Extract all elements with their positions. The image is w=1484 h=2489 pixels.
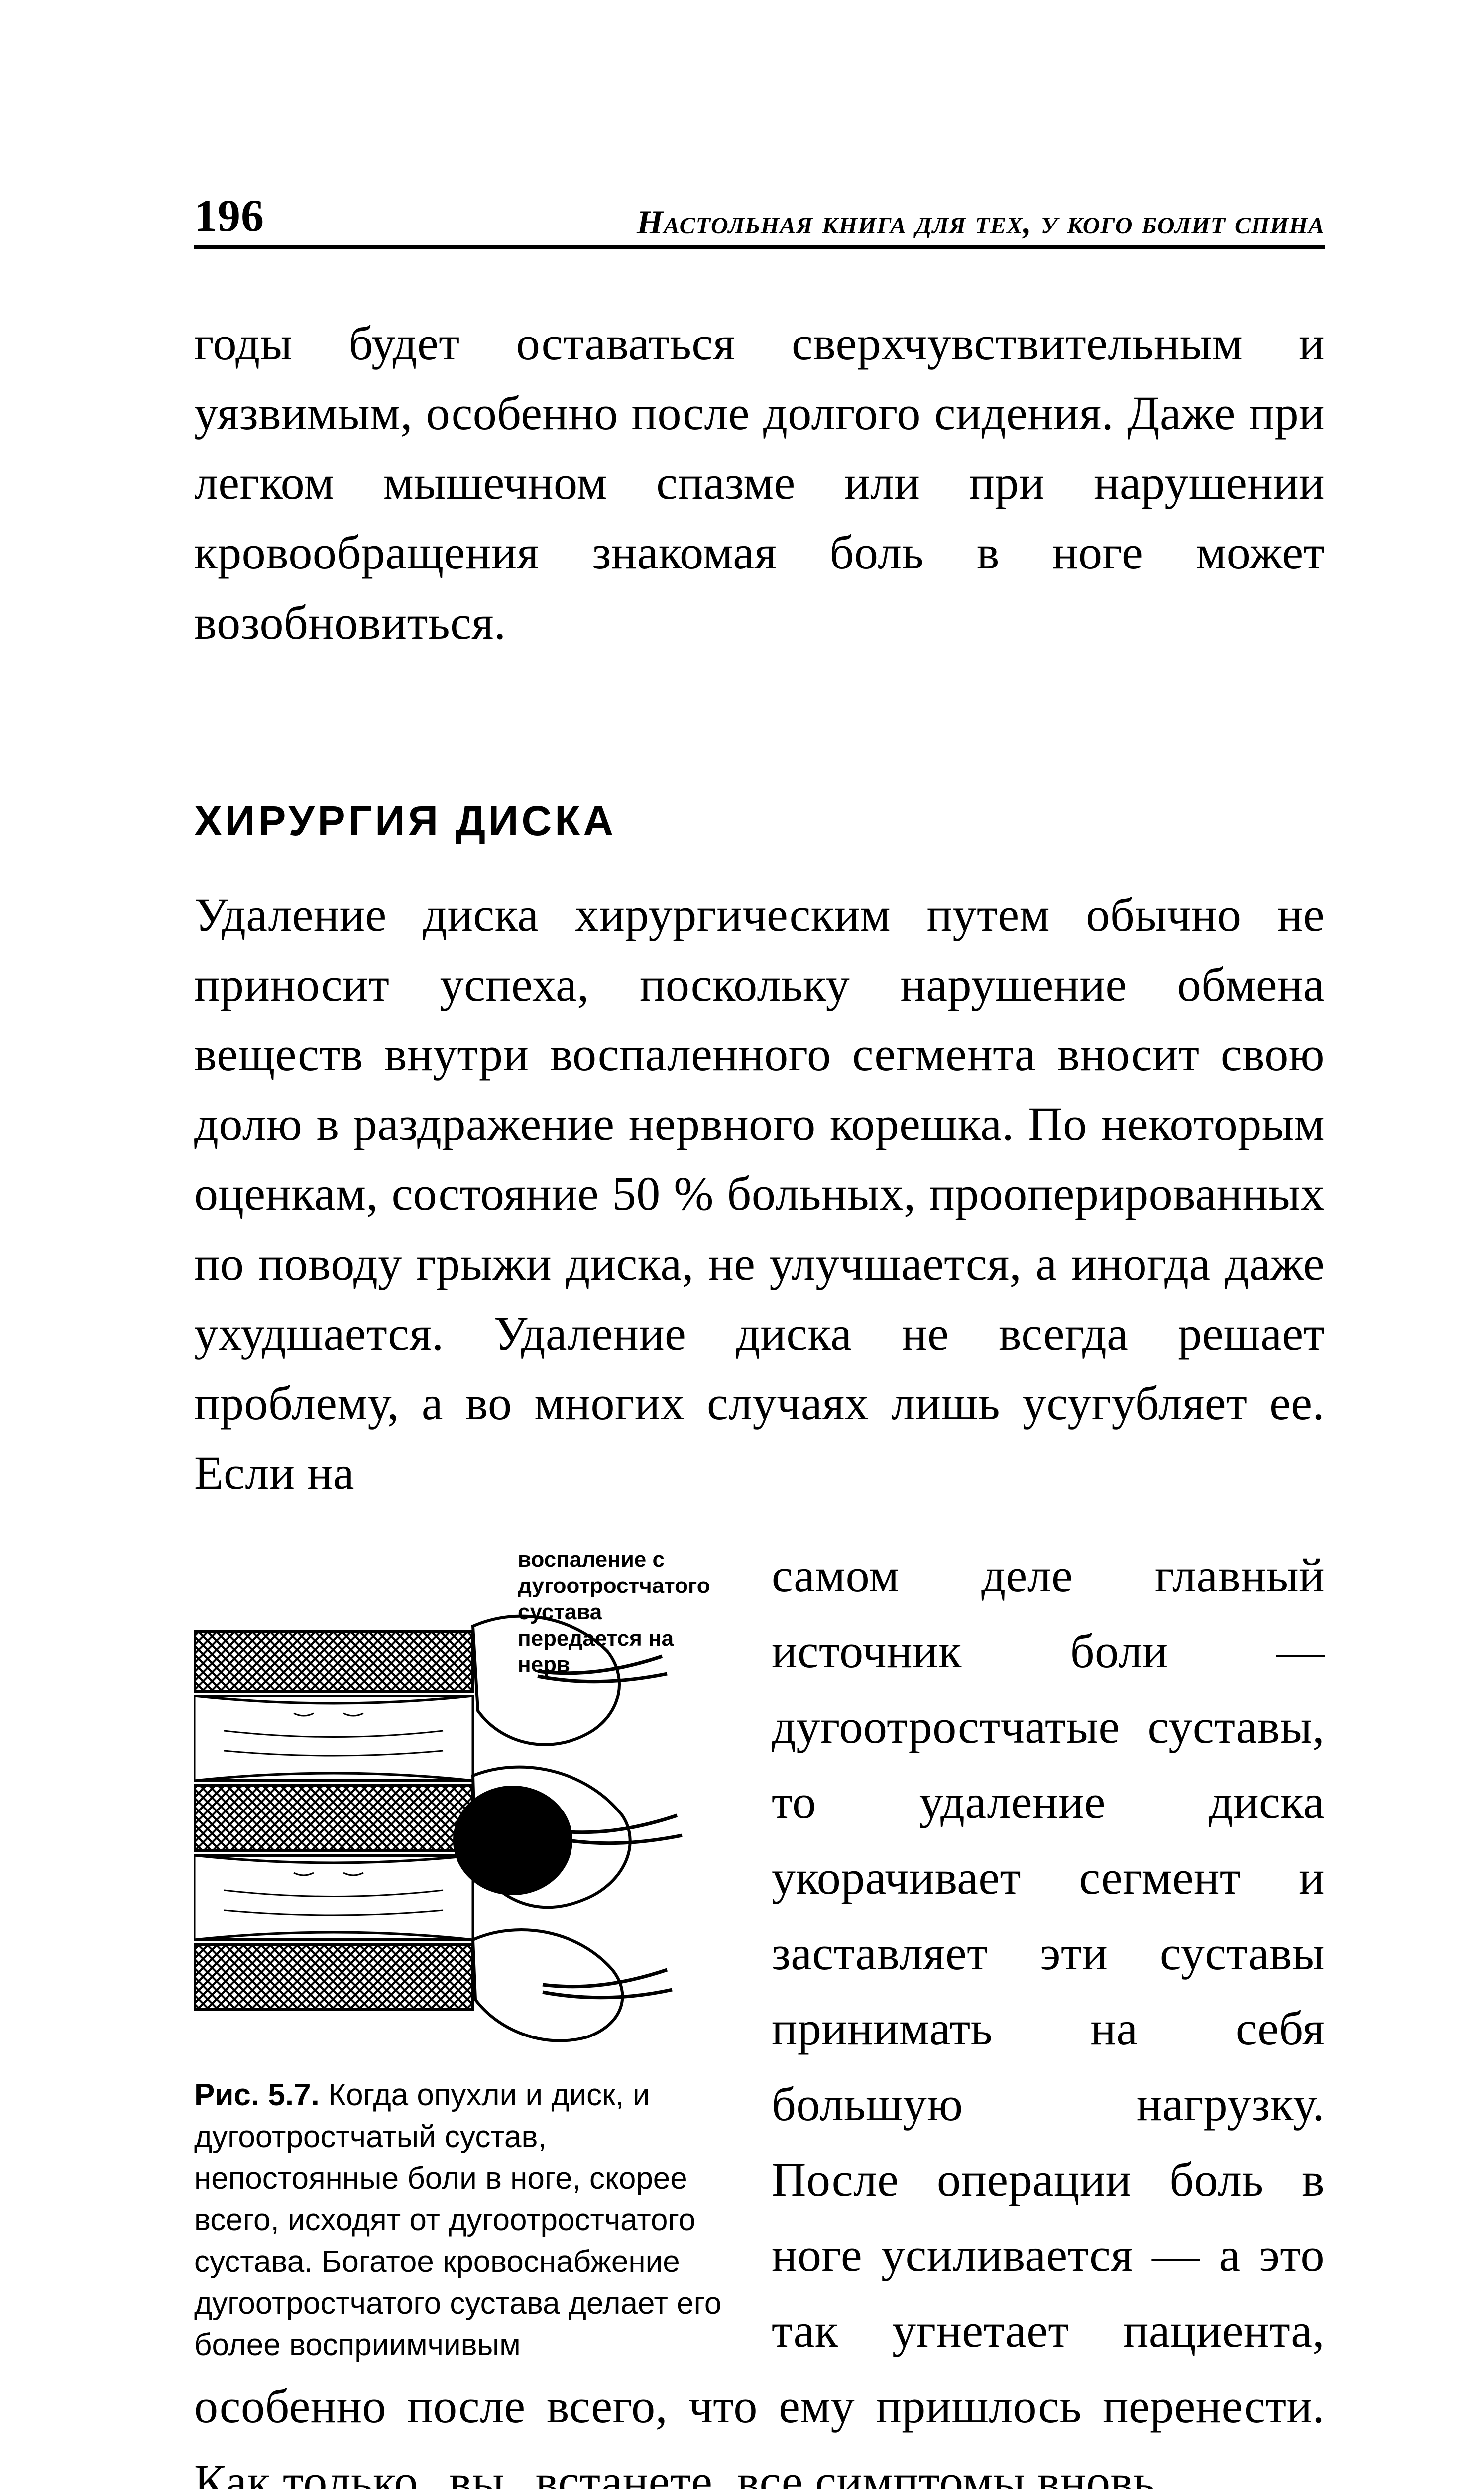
- figure-5-7: воспаление с дугоотростчатого сустава пе…: [194, 1547, 737, 2366]
- paragraph-2: Удаление диска хирургическим путем обычн…: [194, 880, 1325, 1508]
- figure-caption-text: Когда опухли и диск, и дугоотростчатый с…: [194, 2078, 721, 2362]
- figure-caption-label: Рис. 5.7.: [194, 2078, 320, 2112]
- section-heading: Хирургия диска: [194, 797, 1325, 845]
- running-head: 196 Настольная книга для тех, у кого бол…: [194, 189, 1325, 249]
- book-page: 196 Настольная книга для тех, у кого бол…: [0, 0, 1484, 2340]
- figure-caption: Рис. 5.7. Когда опухли и диск, и дугоотр…: [194, 2074, 737, 2366]
- paragraph-continuation: годы будет оставаться сверхчувствительны…: [194, 309, 1325, 658]
- figure-image: воспаление с дугоотростчатого сустава пе…: [194, 1547, 737, 2044]
- page-number: 196: [194, 189, 264, 242]
- figure-annotation: воспаление с дугоотростчатого сустава пе…: [518, 1547, 727, 1678]
- running-title: Настольная книга для тех, у кого болит с…: [637, 203, 1325, 242]
- figure-text-wrap: воспаление с дугоотростчатого сустава пе…: [194, 1538, 1325, 2489]
